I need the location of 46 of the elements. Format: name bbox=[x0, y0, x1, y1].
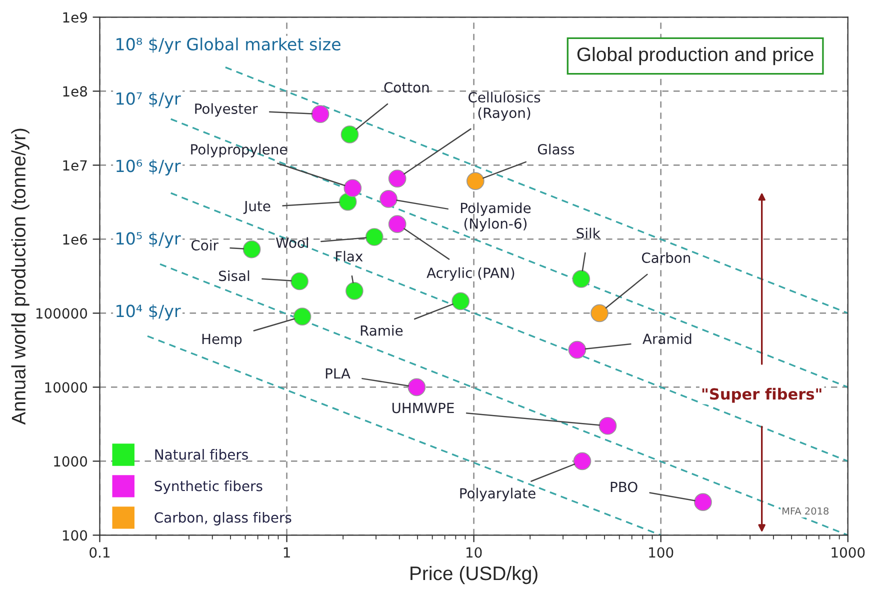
y-axis-title: Annual world production (tonne/yr) bbox=[11, 128, 30, 425]
y-tick-label: 1e7 bbox=[63, 160, 87, 171]
annotation: Carbon bbox=[642, 252, 690, 264]
annotation: Ramie bbox=[360, 325, 403, 336]
annotation: Acrylic (PAN) bbox=[426, 267, 514, 281]
annotation: Aramid bbox=[642, 333, 692, 344]
annotation: Polyarylate bbox=[460, 488, 536, 502]
y-tick-label: 10000 bbox=[45, 382, 88, 393]
annotation: Sisal bbox=[219, 270, 250, 282]
legend-label: Synthetic fibers bbox=[154, 480, 262, 494]
text: Global production and price bbox=[577, 46, 814, 66]
annotation: Coir bbox=[191, 240, 218, 251]
annotation: Silk bbox=[576, 228, 600, 239]
annotation: 10⁴ $/yr bbox=[116, 304, 181, 320]
annotation: Jute bbox=[243, 201, 270, 214]
y-tick-label: 1e6 bbox=[63, 234, 88, 245]
annotation: 10⁶ $/yr bbox=[116, 159, 181, 176]
annotation: Polyester bbox=[195, 103, 258, 117]
y-tick-label: 100 bbox=[62, 530, 88, 541]
y-tick-label: 1000 bbox=[54, 456, 88, 467]
x-tick-label: 1 bbox=[284, 547, 290, 558]
annotation: Hemp bbox=[202, 334, 242, 347]
annotation: 10⁵ $/yr bbox=[116, 232, 181, 248]
legend-label: Carbon, glass fibers bbox=[154, 512, 292, 526]
annotation: UHMWPE bbox=[392, 402, 454, 414]
annotation: Glass bbox=[538, 144, 574, 155]
annotation: Flax bbox=[336, 250, 363, 262]
x-axis-title: Price (USD/kg) bbox=[410, 566, 538, 584]
annotation: 10⁷ $/yr bbox=[116, 92, 181, 108]
annotation: PLA bbox=[326, 368, 350, 378]
annotation: Polyamide (Nylon-6) bbox=[460, 202, 531, 232]
annotation: Polypropylene bbox=[191, 144, 287, 158]
y-tick-label: 1e9 bbox=[63, 12, 87, 23]
x-tick-label: 10 bbox=[466, 547, 482, 558]
x-tick-label: 0.1 bbox=[90, 547, 110, 558]
legend-label: Natural fibers bbox=[155, 449, 248, 460]
annotation: MFA 2018 bbox=[782, 507, 829, 515]
annotation: "Super fibers" bbox=[702, 388, 822, 403]
x-tick-label: 100 bbox=[649, 547, 674, 558]
y-tick-label: 1e8 bbox=[63, 86, 87, 97]
annotation: Cotton bbox=[384, 82, 429, 93]
annotation: 10⁸ $/yr Global market size bbox=[116, 38, 340, 54]
y-tick-label: 100000 bbox=[36, 308, 88, 319]
annotation: Cellulosics (Rayon) bbox=[468, 92, 540, 121]
x-tick-label: 1000 bbox=[832, 547, 865, 558]
annotation: PBO bbox=[610, 482, 638, 492]
